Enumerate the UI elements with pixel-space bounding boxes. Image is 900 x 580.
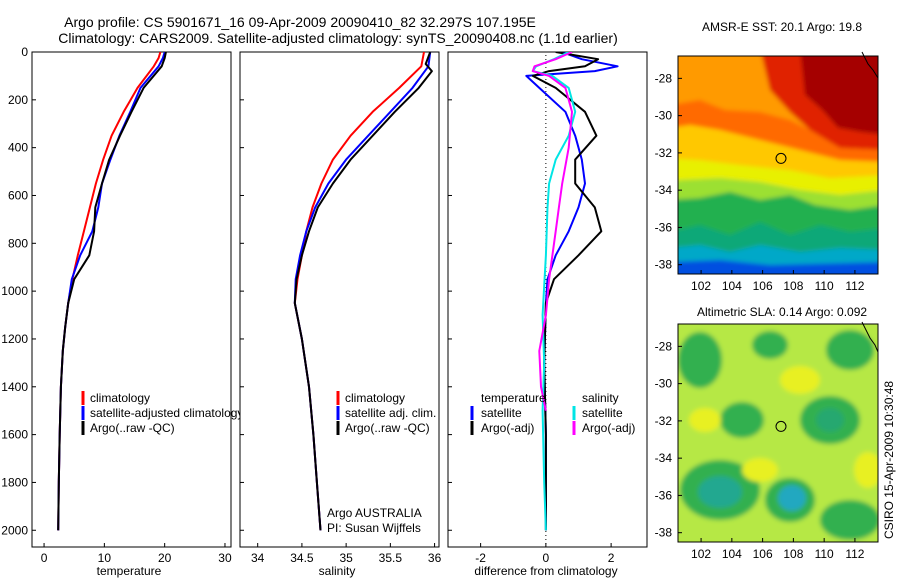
legend-temp-satellite-label: satellite: [481, 406, 522, 420]
map-x-tick-label: 106: [753, 279, 773, 293]
y-tick-label: 600: [8, 188, 28, 202]
sst-heatmap: [678, 56, 878, 274]
x-tick-label: 34: [251, 551, 265, 565]
map-y-tick-label: -28: [655, 339, 673, 353]
map-x-tick-label: 104: [722, 279, 742, 293]
map-x-tick-label: 104: [722, 547, 742, 561]
map-y-tick-label: -30: [655, 377, 673, 391]
map-y-tick-label: -38: [655, 258, 673, 272]
map-y-tick-label: -36: [655, 220, 673, 234]
salinity-axes-box: [239, 51, 440, 548]
map-x-tick-label: 110: [815, 547, 834, 561]
argo-float-marker-sla: [775, 420, 787, 432]
y-tick-label: 1400: [1, 380, 28, 394]
x-tick-label: 30: [218, 551, 232, 565]
argo-float-marker-sst: [775, 152, 787, 164]
map-y-tick-label: -32: [655, 146, 673, 160]
sst-map-title: AMSR-E SST: 20.1 Argo: 19.8: [702, 20, 862, 34]
salinity-legend: climatology satellite adj. clim. Argo(..…: [336, 391, 436, 435]
sla-map-panel: Altimetric SLA: 0.14 Argo: 0.092: [655, 305, 879, 561]
legend-satellite-label: satellite-adjusted climatology: [90, 406, 243, 420]
difference-legend: temperature satellite Argo(-adj) salinit…: [470, 391, 635, 435]
x-tick-label: 20: [158, 551, 172, 565]
x-tick-label: 35: [339, 551, 353, 565]
map-x-tick-label: 108: [783, 279, 803, 293]
map-x-tick-label: 110: [815, 279, 834, 293]
p3-series-3: [531, 52, 573, 411]
y-tick-label: 1200: [1, 332, 28, 346]
y-tick-label: 400: [8, 141, 28, 155]
map-y-tick-label: -28: [655, 71, 673, 85]
sla-map-frame: [677, 323, 879, 543]
y-tick-label: 2000: [1, 523, 28, 537]
sla-coastline: [861, 321, 879, 353]
x-tick-label: 36: [428, 551, 442, 565]
y-tick-label: 1000: [1, 284, 28, 298]
legend-satellite-label: satellite adj. clim.: [345, 406, 436, 420]
figure-title-line1: Argo profile: CS 5901671_16 09-Apr-2009 …: [64, 14, 536, 30]
map-y-tick-label: -32: [655, 414, 673, 428]
y-tick-label: 1800: [1, 475, 28, 489]
x-tick-label: 10: [98, 551, 112, 565]
timestamp-side-label: CSIRO 15-Apr-2009 10:30:48: [882, 381, 896, 539]
sst-map-frame: [677, 55, 879, 275]
y-tick-label: 1600: [1, 428, 28, 442]
map-x-tick-label: 112: [845, 547, 864, 561]
legend-argo-label: Argo(..raw -QC): [90, 421, 175, 435]
x-tick-label: 34.5: [290, 551, 314, 565]
x-tick-label: -2: [475, 551, 486, 565]
temperature-xlabel: temperature: [97, 564, 162, 578]
map-x-tick-label: 108: [783, 547, 803, 561]
sst-coastline: [861, 51, 879, 79]
map-y-tick-label: -38: [655, 526, 673, 540]
legend-argo-label: Argo(..raw -QC): [345, 421, 430, 435]
map-y-tick-label: -34: [655, 451, 673, 465]
map-x-tick-label: 106: [753, 547, 773, 561]
y-tick-label: 800: [8, 236, 28, 250]
sla-map-title: Altimetric SLA: 0.14 Argo: 0.092: [697, 305, 867, 319]
p2-series-2: [293, 52, 433, 531]
legend-temperature-heading: temperature: [481, 391, 546, 405]
pi-label: PI: Susan Wijffels: [327, 521, 421, 535]
temperature-panel: 0 10 20 30 0 200 400 600 800 1000 1200 1400 1600 1800…: [1, 45, 243, 578]
legend-climatology-label: climatology: [345, 391, 405, 405]
map-y-tick-label: -36: [655, 488, 673, 502]
p1-series-2: [57, 52, 167, 531]
argo-program-label: Argo AUSTRALIA: [327, 506, 422, 520]
legend-climatology-label: climatology: [90, 391, 150, 405]
legend-salinity-heading: salinity: [582, 391, 619, 405]
figure-title-line2: Climatology: CARS2009. Satellite-adjuste…: [58, 30, 618, 46]
x-tick-label: 0: [41, 551, 48, 565]
legend-sal-argo-label: Argo(-adj): [582, 421, 635, 435]
map-x-tick-label: 102: [691, 279, 711, 293]
sla-heatmap: [678, 324, 878, 542]
y-tick-label: 200: [8, 93, 28, 107]
map-y-tick-label: -30: [655, 109, 673, 123]
map-x-tick-label: 102: [691, 547, 711, 561]
temperature-legend: climatology satellite-adjusted climatolo…: [81, 391, 243, 435]
map-y-tick-label: -34: [655, 183, 673, 197]
temperature-axes-box: [31, 51, 232, 548]
x-tick-label: 35.5: [379, 551, 403, 565]
legend-sal-satellite-label: satellite: [582, 406, 623, 420]
x-tick-label: 2: [608, 551, 615, 565]
x-tick-label: 0: [543, 551, 550, 565]
map-x-tick-label: 112: [845, 279, 864, 293]
legend-temp-argo-label: Argo(-adj): [481, 421, 534, 435]
sst-map-panel: AMSR-E SST: 20.1 Argo: 19.8 102 104 106 108…: [655, 20, 879, 293]
difference-panel: -2 0 2 difference from climatology tempera…: [447, 51, 648, 578]
salinity-panel: 34 34.5 35 35.5 36 salinity climatology sate…: [239, 51, 442, 578]
difference-xlabel: difference from climatology: [474, 564, 617, 578]
y-tick-label: 0: [21, 45, 28, 59]
salinity-xlabel: salinity: [319, 564, 356, 578]
